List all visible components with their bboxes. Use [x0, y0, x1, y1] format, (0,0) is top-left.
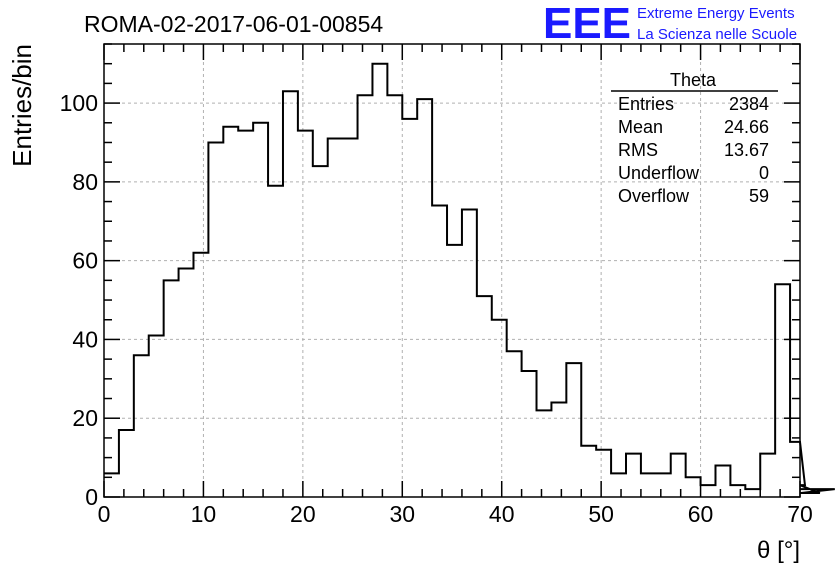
x-tick-labels: 0 10 20 30 40 50 60 70: [98, 501, 813, 527]
y-axis-label: Entries/bin: [7, 44, 37, 167]
stats-value: 2384: [729, 94, 769, 114]
y-tick-label: 80: [72, 169, 98, 195]
stats-value: 13.67: [724, 140, 769, 160]
stats-title: Theta: [670, 70, 717, 90]
x-tick-label: 40: [489, 501, 515, 527]
x-tick-label: 30: [389, 501, 415, 527]
grid-lines: [104, 44, 800, 497]
stats-label: Entries: [618, 94, 674, 114]
x-tick-label: 70: [787, 501, 813, 527]
x-tick-label: 0: [98, 501, 111, 527]
stats-label: Underflow: [618, 163, 700, 183]
x-axis-label: θ [°]: [757, 537, 800, 564]
logo-line-1: Extreme Energy Events: [637, 5, 795, 22]
chart-title: ROMA-02-2017-06-01-00854: [84, 11, 383, 37]
stats-label: Overflow: [618, 186, 690, 206]
stats-value: 24.66: [724, 117, 769, 137]
y-tick-label: 20: [72, 405, 98, 431]
plot-frame: [103, 43, 801, 498]
y-tick-label: 100: [60, 90, 98, 116]
stats-box: Theta Entries 2384 Mean 24.66 RMS 13.67 …: [611, 70, 778, 206]
stats-label: RMS: [618, 140, 658, 160]
y-tick-label: 60: [72, 248, 98, 274]
logo-line-2: La Scienza nelle Scuole: [637, 26, 797, 43]
y-tick-label: 0: [85, 484, 98, 510]
x-tick-label: 60: [688, 501, 714, 527]
axis-ticks: [103, 43, 801, 498]
y-tick-labels: 0 20 40 60 80 100: [60, 90, 98, 510]
stats-label: Mean: [618, 117, 663, 137]
x-tick-label: 10: [191, 501, 217, 527]
x-tick-label: 50: [588, 501, 614, 527]
eee-logo-mark: EEE: [543, 0, 631, 48]
stats-value: 59: [749, 186, 769, 206]
stats-value: 0: [759, 163, 769, 183]
x-tick-label: 20: [290, 501, 316, 527]
histogram-line: [104, 62, 835, 495]
y-tick-label: 40: [72, 326, 98, 352]
